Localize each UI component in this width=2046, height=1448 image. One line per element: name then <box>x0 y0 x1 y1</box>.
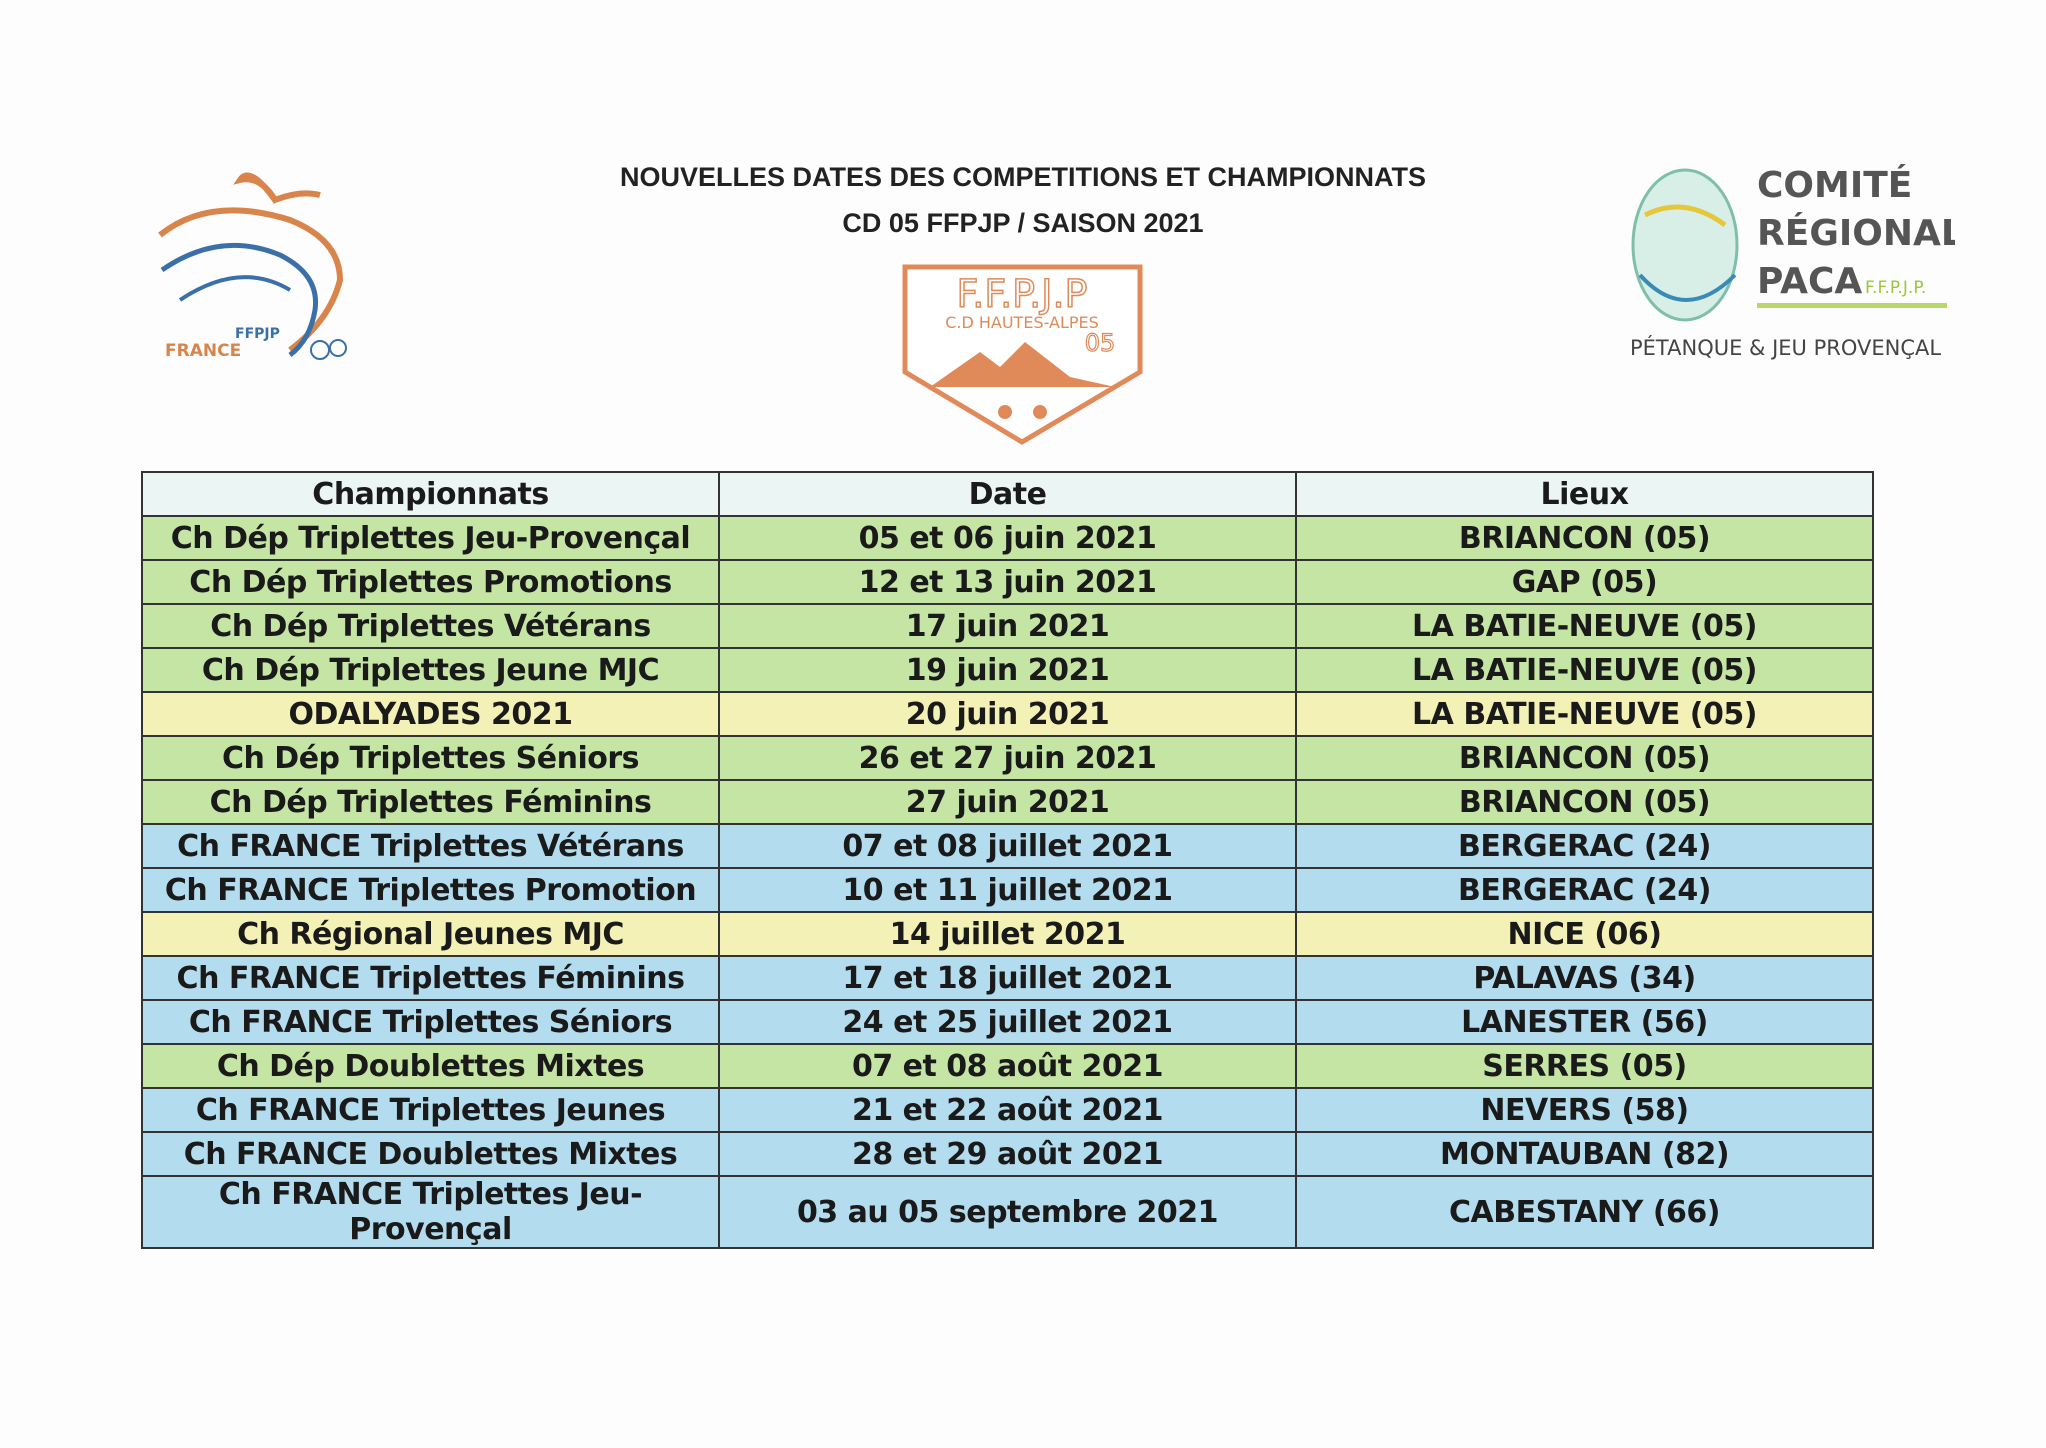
table-row: Ch FRANCE Triplettes Féminins 17 et 18 ju… <box>141 955 1874 1001</box>
table-cell: Ch FRANCE Doublettes Mixtes <box>141 1131 720 1177</box>
logo-text: RÉGIONAL <box>1757 212 1955 254</box>
table-cell: Ch FRANCE Triplettes Jeunes <box>141 1087 720 1133</box>
table-cell: Ch Dép Doublettes Mixtes <box>141 1043 720 1089</box>
table-cell: Ch FRANCE Triplettes Promotion <box>141 867 720 913</box>
table-cell: ODALYADES 2021 <box>141 691 720 737</box>
logo-text: F.F.P.J.P. <box>1865 278 1926 298</box>
table-cell: 10 et 11 juillet 2021 <box>718 867 1297 913</box>
table-cell: Ch Dép Triplettes Promotions <box>141 559 720 605</box>
table-cell: 12 et 13 juin 2021 <box>718 559 1297 605</box>
table-cell: 28 et 29 août 2021 <box>718 1131 1297 1177</box>
table-row: Ch Dép Triplettes Vétérans 17 juin 2021 LA… <box>141 603 1874 649</box>
table-cell: 05 et 06 juin 2021 <box>718 515 1297 561</box>
table-cell: SERRES (05) <box>1295 1043 1874 1089</box>
logo-cd05: F.F.P.J.P C.D HAUTES-ALPES 05 <box>902 264 1143 445</box>
table-cell: 03 au 05 septembre 2021 <box>718 1175 1297 1249</box>
table-cell: Ch Dép Triplettes Vétérans <box>141 603 720 649</box>
table-row: Ch FRANCE Triplettes Jeunes 21 et 22 août… <box>141 1087 1874 1133</box>
logo-text: PACA <box>1757 261 1862 302</box>
table-cell: GAP (05) <box>1295 559 1874 605</box>
title-line: NOUVELLES DATES DES COMPETITIONS ET CHAM… <box>619 162 1427 192</box>
table-row: Ch Dép Doublettes Mixtes 07 et 08 août 20… <box>141 1043 1874 1089</box>
table-cell: NICE (06) <box>1295 911 1874 957</box>
header-row: Championnats Date Lieux <box>141 471 1874 517</box>
competition-table: Championnats Date Lieux Ch Dép Triplettes J… <box>141 471 1874 1249</box>
table-cell: Ch Dép Triplettes Jeune MJC <box>141 647 720 693</box>
table-row: Ch FRANCE Triplettes Jeu-Provençal 03 au … <box>141 1175 1874 1249</box>
table-row: Ch Dép Triplettes Promotions 12 et 13 jui… <box>141 559 1874 605</box>
table-row: Ch Dép Triplettes Jeune MJC 19 juin 2021 L… <box>141 647 1874 693</box>
table-cell: PALAVAS (34) <box>1295 955 1874 1001</box>
logo-text: COMITÉ <box>1757 164 1912 206</box>
logo-text: 05 <box>1085 329 1116 357</box>
table-cell: LA BATIE-NEUVE (05) <box>1295 691 1874 737</box>
table-cell: 27 juin 2021 <box>718 779 1297 825</box>
table-cell: BRIANCON (05) <box>1295 515 1874 561</box>
table-cell: 17 et 18 juillet 2021 <box>718 955 1297 1001</box>
logo-text: FRANCE <box>165 341 241 361</box>
table-cell: 19 juin 2021 <box>718 647 1297 693</box>
table-cell: 14 juillet 2021 <box>718 911 1297 957</box>
table-cell: LA BATIE-NEUVE (05) <box>1295 603 1874 649</box>
table-cell: Ch Régional Jeunes MJC <box>141 911 720 957</box>
logo-ffpjp-france: FFPJP FRANCE <box>158 172 347 361</box>
logo-text: F.F.P.J.P <box>957 272 1088 316</box>
table-cell: NEVERS (58) <box>1295 1087 1874 1133</box>
table-cell: 21 et 22 août 2021 <box>718 1087 1297 1133</box>
table-row: ODALYADES 2021 20 juin 2021 LA BATIE-NEUVE… <box>141 691 1874 737</box>
logo-comite-paca: COMITÉ RÉGIONAL PACA F.F.P.J.P. PÉTANQUE… <box>1630 164 1955 360</box>
title-line: CD 05 FFPJP / SAISON 2021 <box>842 208 1204 238</box>
table-cell: CABESTANY (66) <box>1295 1175 1874 1249</box>
table-row: Ch FRANCE Triplettes Séniors 24 et 25 jui… <box>141 999 1874 1045</box>
table-cell: 07 et 08 août 2021 <box>718 1043 1297 1089</box>
table-cell: Ch Dép Triplettes Séniors <box>141 735 720 781</box>
table-cell: BERGERAC (24) <box>1295 823 1874 869</box>
table-cell: LANESTER (56) <box>1295 999 1874 1045</box>
table-cell: Ch Dép Triplettes Jeu-Provençal <box>141 515 720 561</box>
table-cell: BERGERAC (24) <box>1295 867 1874 913</box>
table-cell: 20 juin 2021 <box>718 691 1297 737</box>
column-header: Championnats <box>141 471 720 517</box>
table-cell: Ch FRANCE Triplettes Jeu-Provençal <box>141 1175 720 1249</box>
table-cell: Ch Dép Triplettes Féminins <box>141 779 720 825</box>
table-cell: Ch FRANCE Triplettes Féminins <box>141 955 720 1001</box>
table-row: Ch Dép Triplettes Séniors 26 et 27 juin 2… <box>141 735 1874 781</box>
table-row: Ch Régional Jeunes MJC 14 juillet 2021 NIC… <box>141 911 1874 957</box>
column-header: Lieux <box>1295 471 1874 517</box>
table-row: Ch FRANCE Doublettes Mixtes 28 et 29 août… <box>141 1131 1874 1177</box>
table-row: Ch Dép Triplettes Jeu-Provençal 05 et 06 … <box>141 515 1874 561</box>
table-cell: 17 juin 2021 <box>718 603 1297 649</box>
table-row: Ch Dép Triplettes Féminins 27 juin 2021 BR… <box>141 779 1874 825</box>
table-row: Ch FRANCE Triplettes Promotion 10 et 11 j… <box>141 867 1874 913</box>
logo-text: FFPJP <box>235 326 280 342</box>
column-header: Date <box>718 471 1297 517</box>
logo-text: PÉTANQUE & JEU PROVENÇAL <box>1630 335 1941 360</box>
table-cell: 26 et 27 juin 2021 <box>718 735 1297 781</box>
table-cell: BRIANCON (05) <box>1295 779 1874 825</box>
table-cell: LA BATIE-NEUVE (05) <box>1295 647 1874 693</box>
table-cell: BRIANCON (05) <box>1295 735 1874 781</box>
logo-text: C.D HAUTES-ALPES <box>945 313 1099 332</box>
table-cell: Ch FRANCE Triplettes Séniors <box>141 999 720 1045</box>
table-cell: 07 et 08 juillet 2021 <box>718 823 1297 869</box>
table-cell: 24 et 25 juillet 2021 <box>718 999 1297 1045</box>
table-row: Ch FRANCE Triplettes Vétérans 07 et 08 ju… <box>141 823 1874 869</box>
table-cell: Ch FRANCE Triplettes Vétérans <box>141 823 720 869</box>
table-cell: MONTAUBAN (82) <box>1295 1131 1874 1177</box>
